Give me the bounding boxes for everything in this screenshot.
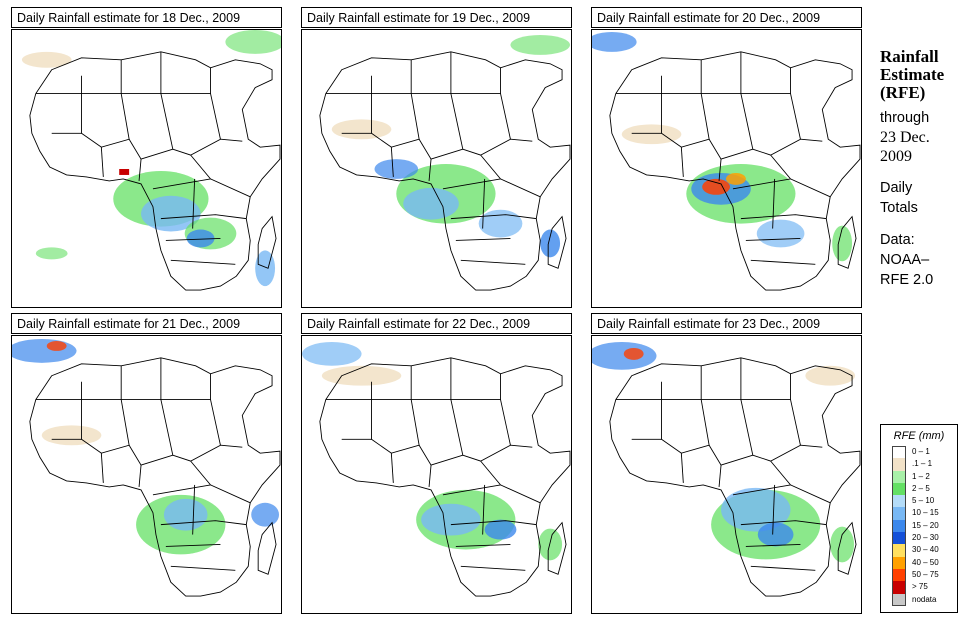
legend-label: 5 – 10 bbox=[912, 496, 935, 506]
side-caption: Rainfall Estimate (RFE) through 23 Dec. … bbox=[880, 48, 965, 290]
legend-swatch bbox=[892, 458, 906, 471]
map-panel-19-dec: Daily Rainfall estimate for 19 Dec., 200… bbox=[301, 7, 572, 308]
rainfall-map bbox=[11, 335, 282, 614]
legend-label: 10 – 15 bbox=[912, 508, 939, 518]
legend-item: 5 – 10 bbox=[881, 495, 957, 508]
rainfall-areas bbox=[592, 32, 853, 262]
legend-item: 20 – 30 bbox=[881, 532, 957, 545]
panel-title: Daily Rainfall estimate for 22 Dec., 200… bbox=[301, 313, 572, 334]
legend-swatch bbox=[892, 446, 906, 459]
map-panel-20-dec: Daily Rainfall estimate for 20 Dec., 200… bbox=[591, 7, 862, 308]
map-panel-18-dec: Daily Rainfall estimate for 18 Dec., 200… bbox=[11, 7, 282, 308]
legend-item: 0 – 1 bbox=[881, 446, 957, 459]
legend-item: 2 – 5 bbox=[881, 482, 957, 496]
panel-title: Daily Rainfall estimate for 20 Dec., 200… bbox=[591, 7, 862, 28]
legend-swatch bbox=[892, 519, 906, 533]
legend-label: nodata bbox=[912, 594, 937, 604]
rainfall-map bbox=[591, 335, 862, 614]
caption-data-label: Data: bbox=[880, 232, 915, 248]
panel-title: Daily Rainfall estimate for 21 Dec., 200… bbox=[11, 313, 282, 334]
map-panel-23-dec: Daily Rainfall estimate for 23 Dec., 200… bbox=[591, 313, 862, 614]
legend-label: > 75 bbox=[912, 582, 928, 592]
legend-swatch bbox=[892, 495, 906, 508]
caption-totals: Totals bbox=[880, 200, 918, 216]
caption-through: through bbox=[880, 110, 930, 126]
caption-date-line2: 2009 bbox=[880, 148, 912, 165]
caption-source-line1: NOAA– bbox=[880, 252, 930, 268]
legend-item: 30 – 40 bbox=[881, 544, 957, 557]
legend-item: 15 – 20 bbox=[881, 519, 957, 533]
legend-swatch bbox=[892, 556, 906, 569]
rainfall-areas bbox=[592, 341, 856, 563]
caption-daily: Daily bbox=[880, 180, 913, 196]
legend-swatch bbox=[892, 470, 906, 483]
legend-label: 2 – 5 bbox=[912, 483, 930, 493]
caption-title-line1: Rainfall bbox=[880, 47, 939, 66]
map-panel-22-dec: Daily Rainfall estimate for 22 Dec., 200… bbox=[301, 313, 572, 614]
legend-swatch bbox=[892, 581, 906, 594]
legend-item: 10 – 15 bbox=[881, 507, 957, 520]
legend-swatch bbox=[892, 544, 906, 557]
legend-label: 20 – 30 bbox=[912, 533, 939, 543]
legend-swatch bbox=[892, 593, 906, 606]
legend-swatch bbox=[892, 568, 906, 582]
rainfall-areas bbox=[331, 34, 571, 258]
panel-title: Daily Rainfall estimate for 18 Dec., 200… bbox=[11, 7, 282, 28]
panel-title: Daily Rainfall estimate for 19 Dec., 200… bbox=[301, 7, 572, 28]
legend-item: nodata bbox=[881, 593, 957, 606]
legend-swatch bbox=[892, 482, 906, 496]
rainfall-map bbox=[11, 29, 282, 308]
rainfall-areas bbox=[12, 339, 280, 555]
legend-item: > 75 bbox=[881, 581, 957, 594]
legend-label: .1 – 1 bbox=[912, 459, 933, 469]
caption-source-line2: RFE 2.0 bbox=[880, 272, 934, 288]
rainfall-areas bbox=[21, 30, 281, 287]
legend-title: RFE (mm) bbox=[893, 430, 945, 442]
legend-swatch bbox=[892, 507, 906, 520]
legend-label: 15 – 20 bbox=[912, 520, 939, 530]
rainfall-map bbox=[301, 335, 572, 614]
legend-item: 50 – 75 bbox=[881, 568, 957, 582]
legend-item: .1 – 1 bbox=[881, 458, 957, 471]
legend-item: 40 – 50 bbox=[881, 556, 957, 569]
legend-label: 1 – 2 bbox=[912, 471, 930, 481]
map-panel-21-dec: Daily Rainfall estimate for 21 Dec., 200… bbox=[11, 313, 282, 614]
rainfall-areas bbox=[302, 341, 563, 561]
legend-label: 0 – 1 bbox=[912, 447, 930, 456]
rainfall-legend: RFE (mm) 0 – 1 .1 – 1 1 – 2 2 – 5 5 – 10 10 –… bbox=[880, 424, 958, 613]
legend-item: 1 – 2 bbox=[881, 470, 957, 483]
panel-title: Daily Rainfall estimate for 23 Dec., 200… bbox=[591, 313, 862, 334]
rainfall-map bbox=[301, 29, 572, 308]
legend-label: 30 – 40 bbox=[912, 545, 939, 555]
rainfall-map bbox=[591, 29, 862, 308]
legend-label: 40 – 50 bbox=[912, 557, 939, 567]
legend-swatch bbox=[892, 532, 906, 545]
caption-title-line2: Estimate bbox=[880, 65, 945, 84]
legend-label: 50 – 75 bbox=[912, 569, 939, 579]
caption-title-line3: (RFE) bbox=[880, 83, 926, 102]
caption-date-line1: 23 Dec. bbox=[880, 129, 930, 146]
